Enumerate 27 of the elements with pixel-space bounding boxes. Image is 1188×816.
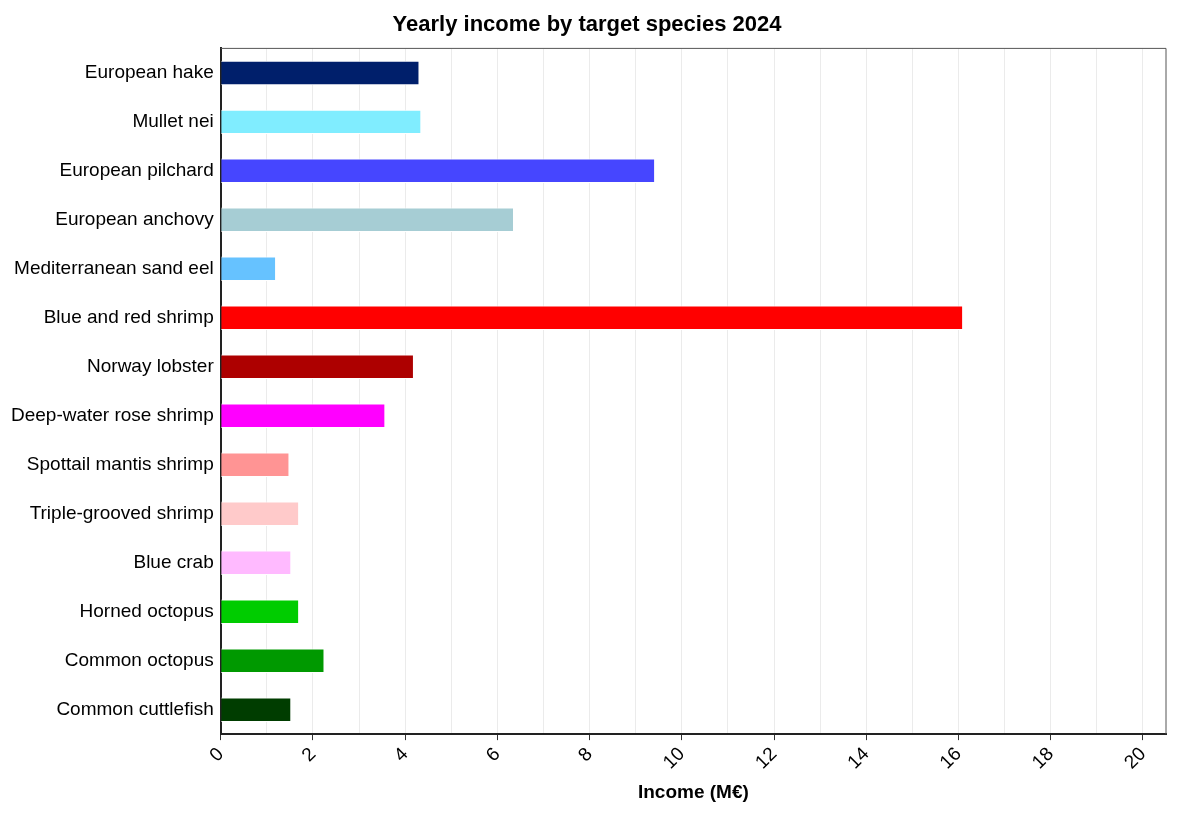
y-tick-label: Blue and red shrimp xyxy=(43,306,214,328)
x-tick-label: 4 xyxy=(389,742,413,766)
y-tick-label: Horned octopus xyxy=(79,599,214,621)
y-tick-label: Deep-water rose shrimp xyxy=(10,403,214,425)
y-tick-label: Spottail mantis shrimp xyxy=(26,452,214,474)
x-tick-label: 14 xyxy=(843,742,874,773)
x-tick-label: 0 xyxy=(204,742,228,766)
y-tick-label: Mullet nei xyxy=(132,110,214,132)
y-tick-label: Common octopus xyxy=(64,648,214,670)
x-tick-label: 16 xyxy=(935,742,966,773)
y-tick-label: Mediterranean sand eel xyxy=(14,257,214,279)
x-tick-label: 10 xyxy=(658,742,689,773)
y-tick-label: Common cuttlefish xyxy=(56,697,214,719)
x-tick-label: 18 xyxy=(1027,742,1058,773)
chart-title: Yearly income by target species 2024 xyxy=(392,11,783,37)
x-tick-label: 6 xyxy=(481,742,504,766)
y-tick-label: European pilchard xyxy=(59,159,214,181)
y-tick-label: Blue crab xyxy=(133,550,214,572)
y-tick-label: European hake xyxy=(84,61,214,83)
y-tick-label: European anchovy xyxy=(55,208,215,230)
x-tick-label: 12 xyxy=(750,742,781,773)
y-tick-label: Norway lobster xyxy=(87,355,215,377)
x-tick-label: 8 xyxy=(573,742,597,766)
x-axis-title: Income (M€) xyxy=(637,780,749,802)
y-tick-label: Triple-grooved shrimp xyxy=(29,501,214,523)
x-tick-label: 20 xyxy=(1119,742,1150,773)
x-tick-label: 2 xyxy=(297,742,320,766)
